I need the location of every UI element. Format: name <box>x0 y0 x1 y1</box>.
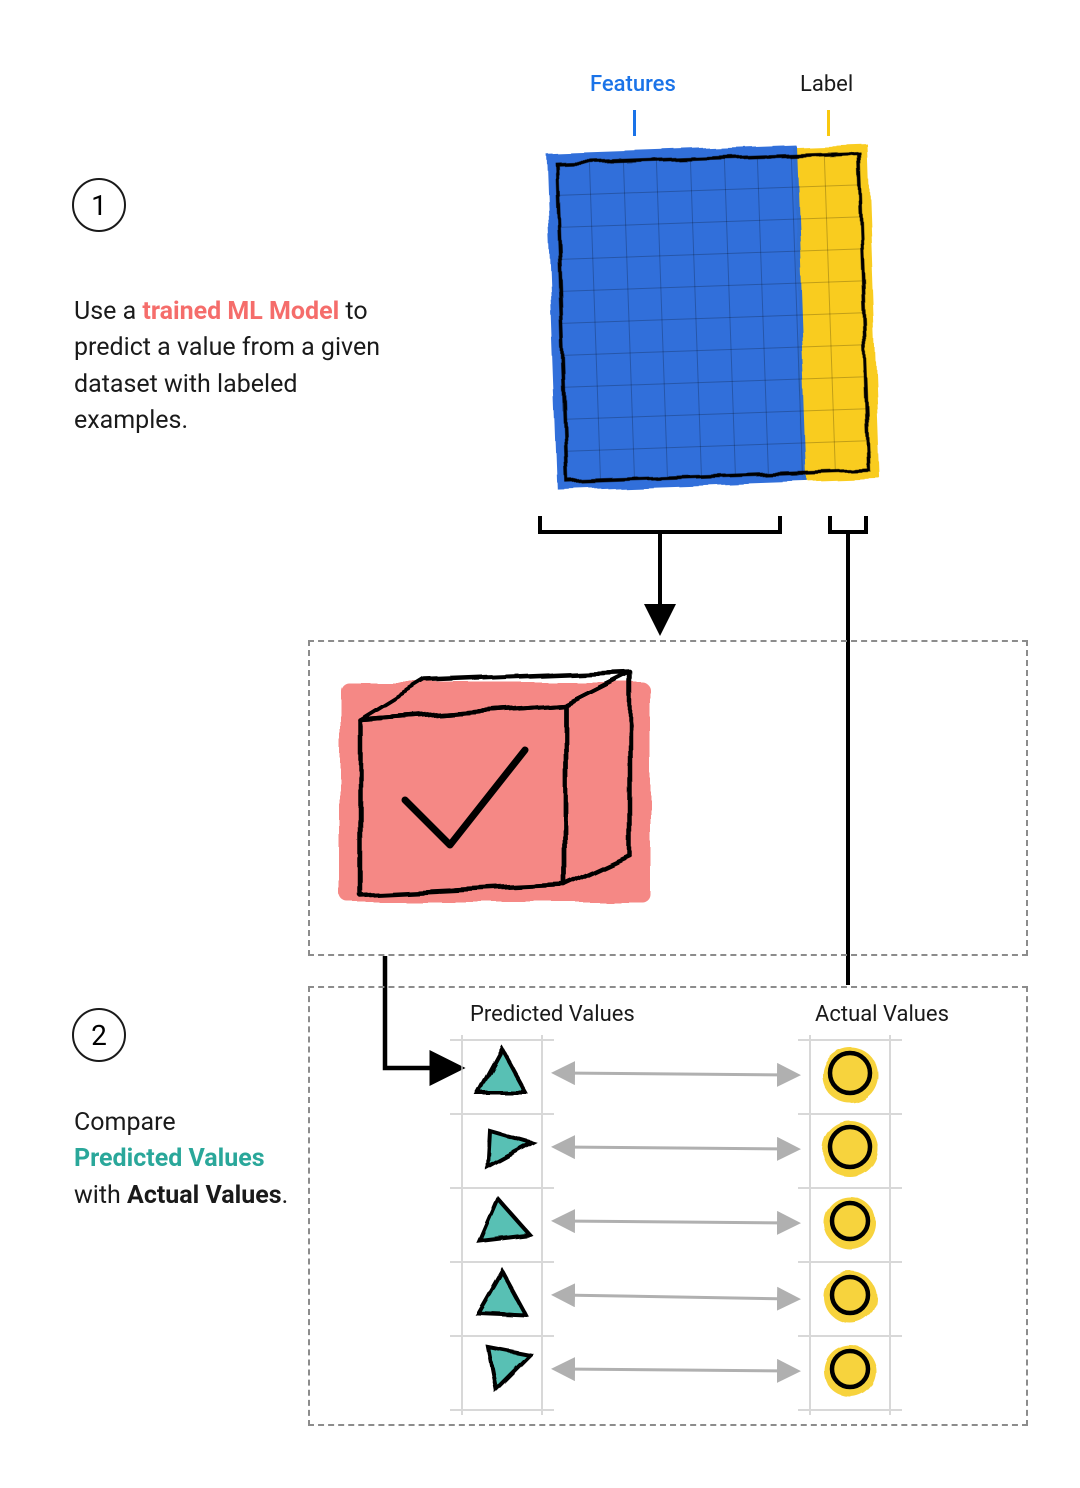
predicted-triangle-icon <box>478 1049 526 1093</box>
compare-arrow <box>560 1073 792 1075</box>
step-2-line3-bold: Actual Values <box>127 1181 282 1210</box>
actual-values-header: Actual Values <box>815 1002 949 1027</box>
comparison-row-3 <box>480 1197 876 1249</box>
step-2-number: 2 <box>91 1019 107 1052</box>
step-2-circle: 2 <box>72 1008 126 1062</box>
predicted-values-header: Predicted Values <box>470 1002 635 1027</box>
step-2-line3-post: . <box>282 1181 289 1210</box>
comparison-row-4 <box>478 1271 876 1323</box>
step-2-line1: Compare <box>74 1108 176 1137</box>
step-2-hl: Predicted Values <box>74 1144 265 1173</box>
comparison-row-1 <box>478 1047 878 1103</box>
comparison-rows <box>440 1035 1000 1420</box>
step-2-line3-pre: with <box>74 1181 127 1210</box>
comparison-row-5 <box>488 1345 876 1397</box>
step-2-text: Compare Predicted Values with Actual Val… <box>74 1105 288 1214</box>
comparison-row-2 <box>488 1121 878 1177</box>
